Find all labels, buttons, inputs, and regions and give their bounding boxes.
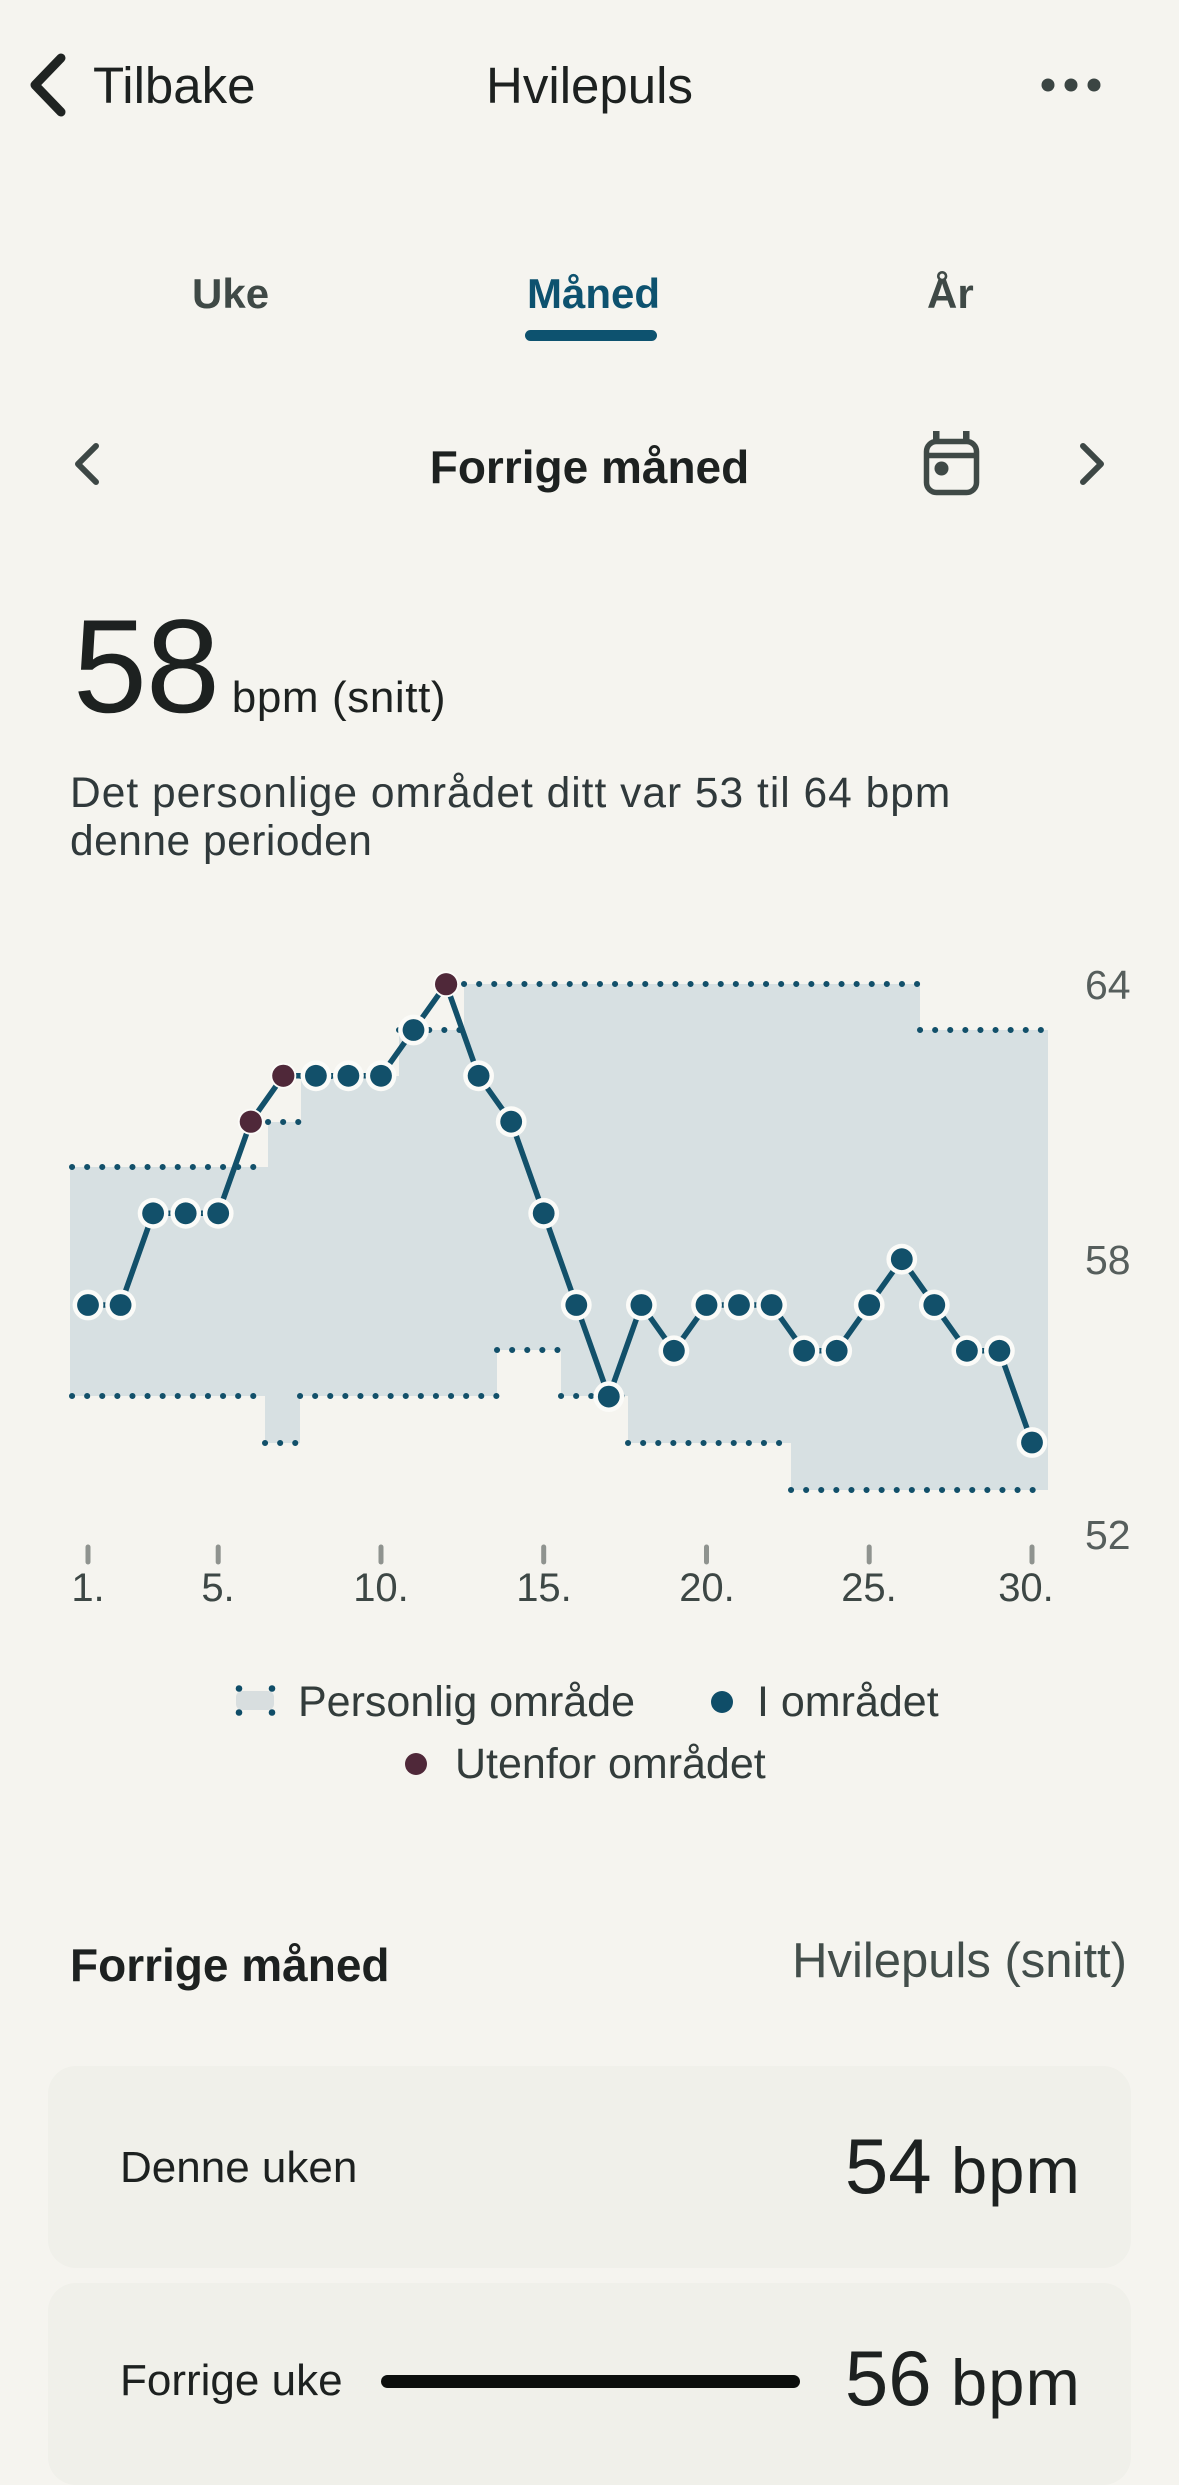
svg-text:25.: 25. <box>841 1566 897 1610</box>
svg-text:52: 52 <box>1085 1512 1131 1558</box>
svg-text:1.: 1. <box>71 1566 104 1610</box>
svg-text:15.: 15. <box>516 1566 572 1610</box>
svg-text:64: 64 <box>1085 962 1131 1008</box>
svg-text:10.: 10. <box>353 1566 409 1610</box>
svg-text:20.: 20. <box>679 1566 735 1610</box>
svg-text:30.: 30. <box>998 1566 1054 1610</box>
svg-text:58: 58 <box>1085 1237 1131 1283</box>
svg-text:5.: 5. <box>201 1566 234 1610</box>
